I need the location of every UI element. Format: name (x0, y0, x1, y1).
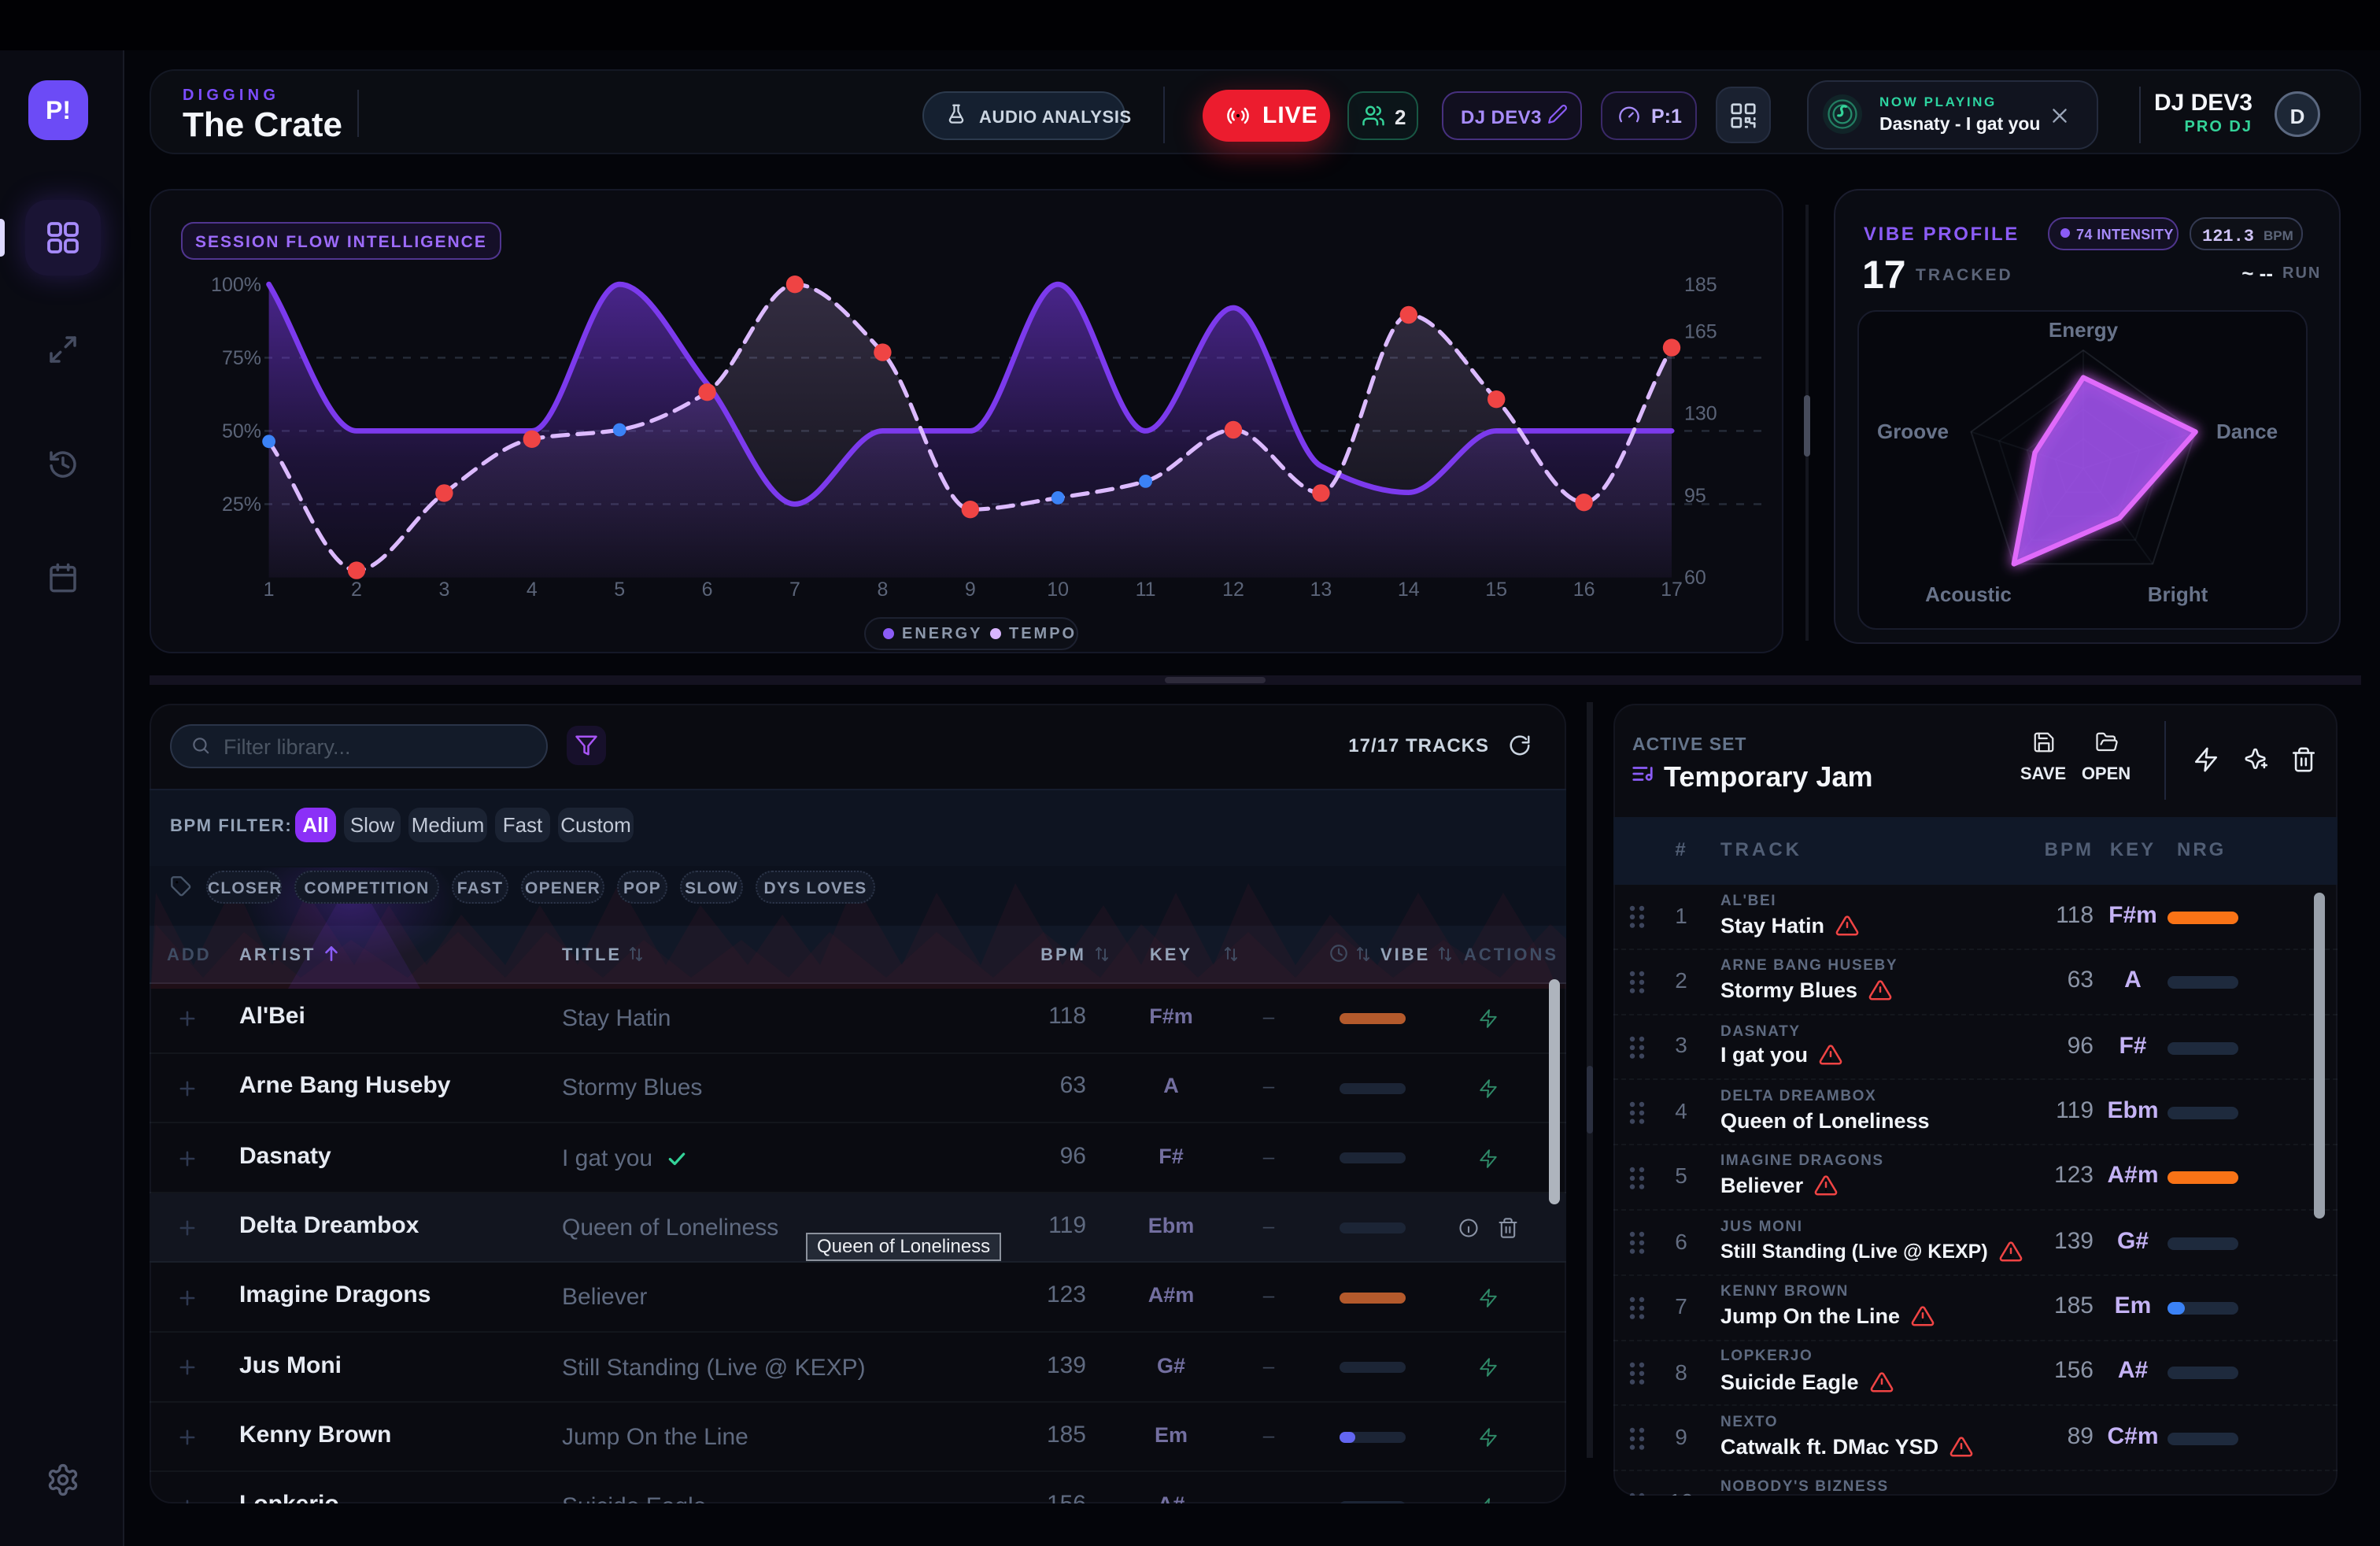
svg-text:3: 3 (438, 579, 449, 601)
svg-text:50%: 50% (222, 420, 261, 442)
svg-text:5: 5 (614, 579, 625, 601)
svg-text:16: 16 (1573, 579, 1595, 601)
svg-text:25%: 25% (222, 494, 261, 516)
svg-text:15: 15 (1485, 579, 1507, 601)
svg-text:6: 6 (702, 579, 713, 601)
svg-text:Bright: Bright (2148, 583, 2208, 606)
svg-text:8: 8 (877, 579, 888, 601)
svg-text:10: 10 (1047, 579, 1069, 601)
svg-text:Acoustic: Acoustic (1925, 583, 2012, 606)
svg-text:14: 14 (1398, 579, 1420, 601)
svg-text:165: 165 (1684, 320, 1717, 342)
svg-text:4: 4 (527, 579, 538, 601)
svg-text:185: 185 (1684, 274, 1717, 296)
svg-text:2: 2 (351, 579, 362, 601)
svg-text:75%: 75% (222, 347, 261, 369)
svg-text:13: 13 (1310, 579, 1332, 601)
svg-text:Groove: Groove (1877, 420, 1949, 443)
svg-text:9: 9 (965, 579, 976, 601)
svg-text:11: 11 (1136, 579, 1156, 601)
svg-text:17: 17 (1661, 579, 1683, 601)
svg-text:130: 130 (1684, 403, 1717, 425)
svg-text:Dance: Dance (2216, 420, 2278, 443)
svg-text:7: 7 (789, 579, 800, 601)
svg-text:60: 60 (1684, 567, 1706, 589)
svg-text:100%: 100% (211, 274, 261, 296)
svg-text:95: 95 (1684, 485, 1706, 507)
svg-text:1: 1 (264, 579, 275, 601)
svg-text:Energy: Energy (2049, 318, 2119, 342)
svg-text:12: 12 (1222, 579, 1244, 601)
